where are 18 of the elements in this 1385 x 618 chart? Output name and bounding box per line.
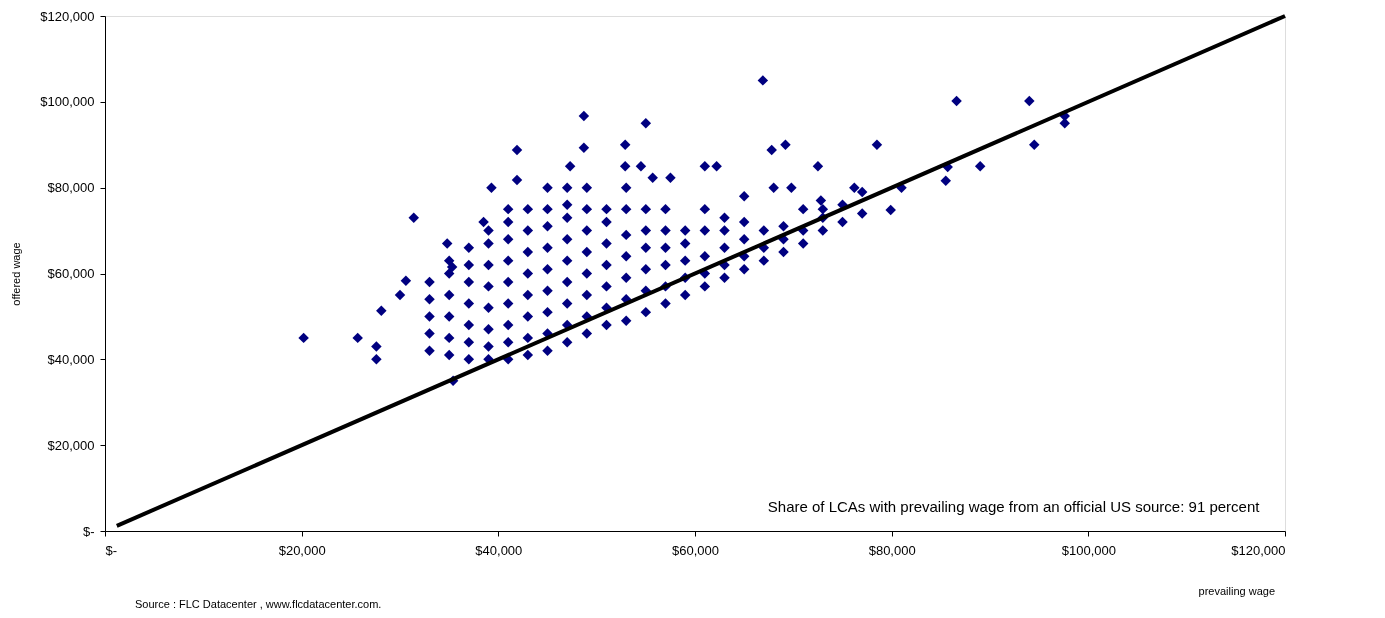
- y-tick-label: $40,000: [47, 351, 95, 367]
- x-tick-label: $40,000: [475, 542, 523, 558]
- x-tick-label: $20,000: [278, 542, 326, 558]
- x-tick-label: $100,000: [1061, 542, 1116, 558]
- x-tick-label: $80,000: [868, 542, 916, 558]
- y-tick-label: $20,000: [47, 437, 95, 453]
- x-tick-label: $120,000: [1231, 542, 1286, 558]
- y-tick-label: $80,000: [47, 180, 95, 196]
- y-tick-label: $-: [82, 523, 95, 539]
- y-tick-label: $60,000: [47, 266, 95, 281]
- x-tick-label: $60,000: [672, 542, 719, 558]
- y-axis-title: offered wage: [10, 242, 23, 306]
- y-tick-label: $100,000: [40, 94, 95, 110]
- source-note: Source : FLC Datacenter , www.flcdatacenter.com.: [135, 598, 382, 610]
- x-axis-title: prevailing wage: [1198, 585, 1275, 597]
- x-tick-label: $-: [105, 542, 118, 558]
- y-tick-label: $120,000: [40, 8, 95, 24]
- annotation: Share of LCAs with prevailing wage from an official US source: 91 percent: [767, 498, 1261, 515]
